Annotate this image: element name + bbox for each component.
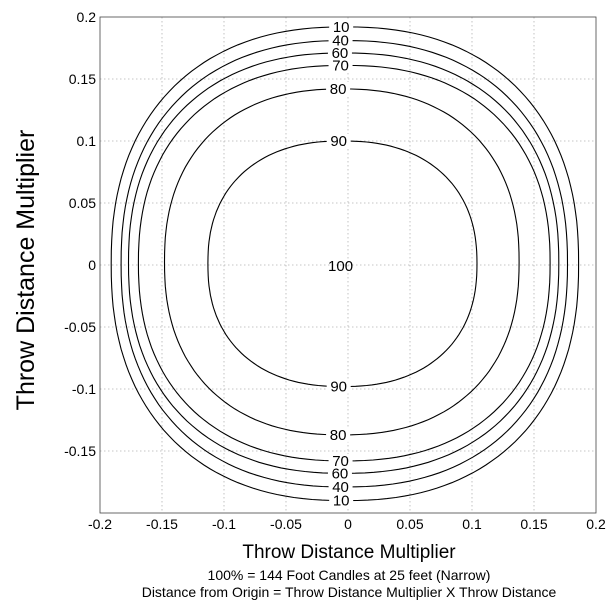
contour-label-background <box>326 81 351 96</box>
contour-label-background <box>326 427 351 442</box>
contour-label-80-top: 80 <box>330 81 347 98</box>
contour-label-background <box>329 493 354 508</box>
contour-label-background <box>329 19 354 34</box>
contour-label-90-top: 90 <box>330 133 347 150</box>
x-tick-label: 0.1 <box>462 516 482 532</box>
contour-70 <box>137 64 551 462</box>
contour-label-70-bottom: 70 <box>332 453 349 470</box>
contour-label-center: 100 <box>328 258 353 275</box>
contour-label-10-bottom: 10 <box>333 493 350 510</box>
contour-label-background <box>327 45 352 60</box>
y-tick-label: 0.05 <box>69 195 96 211</box>
y-axis-label: Throw Distance Multiplier <box>12 130 40 411</box>
y-tick-label: 0 <box>88 257 96 273</box>
contour-label-background <box>328 33 353 48</box>
x-tick-label: 0.15 <box>520 516 547 532</box>
contour-label-background <box>328 58 353 73</box>
contour-label-background <box>327 466 352 481</box>
x-tick-label: -0.1 <box>212 516 236 532</box>
contour-label-40-top: 40 <box>332 33 349 50</box>
x-tick-label: 0 <box>344 516 352 532</box>
contour-label-background <box>328 479 353 494</box>
x-tick-labels: -0.2 -0.15 -0.1 -0.05 0 0.05 0.1 0.15 0.2 <box>88 516 606 532</box>
contour-label-background <box>326 379 351 394</box>
x-tick-label: 0.05 <box>396 516 423 532</box>
contour-label-60-bottom: 60 <box>332 465 349 482</box>
y-tick-labels: 0.2 0.15 0.1 0.05 0 -0.05 -0.1 -0.15 <box>64 9 96 459</box>
x-tick-label: 0.2 <box>586 516 606 532</box>
contour-60 <box>127 52 560 474</box>
contour-90 <box>207 140 478 388</box>
contour-label-background <box>326 134 351 148</box>
contour-label-90-bottom: 90 <box>330 379 347 396</box>
y-tick-label: -0.15 <box>64 443 96 459</box>
x-tick-label: -0.05 <box>270 516 302 532</box>
contour-label-background <box>328 453 353 468</box>
y-tick-label: -0.05 <box>64 319 96 335</box>
contour-label-40-bottom: 40 <box>332 479 349 496</box>
x-axis-label: Throw Distance Multiplier <box>242 542 456 563</box>
x-tick-label: -0.2 <box>88 516 112 532</box>
x-tick-label: -0.15 <box>146 516 178 532</box>
contour-label-80-bottom: 80 <box>330 427 347 444</box>
contour-label-70-top: 70 <box>332 57 349 74</box>
contour-80 <box>163 88 520 436</box>
contour-lines <box>110 26 580 502</box>
contour-40 <box>120 40 569 488</box>
contour-10 <box>110 26 580 502</box>
y-tick-label: -0.1 <box>72 381 96 397</box>
contour-label-60-top: 60 <box>332 45 349 62</box>
y-tick-label: 0.1 <box>77 133 97 149</box>
plot-frame <box>99 16 597 514</box>
note-line-1: 100% = 144 Foot Candles at 25 feet (Narr… <box>208 567 491 583</box>
contour-label-10-top: 10 <box>333 19 350 36</box>
note-line-2: Distance from Origin = Throw Distance Mu… <box>142 584 557 600</box>
y-tick-label: 0.2 <box>77 9 97 25</box>
y-tick-label: 0.15 <box>69 71 96 87</box>
